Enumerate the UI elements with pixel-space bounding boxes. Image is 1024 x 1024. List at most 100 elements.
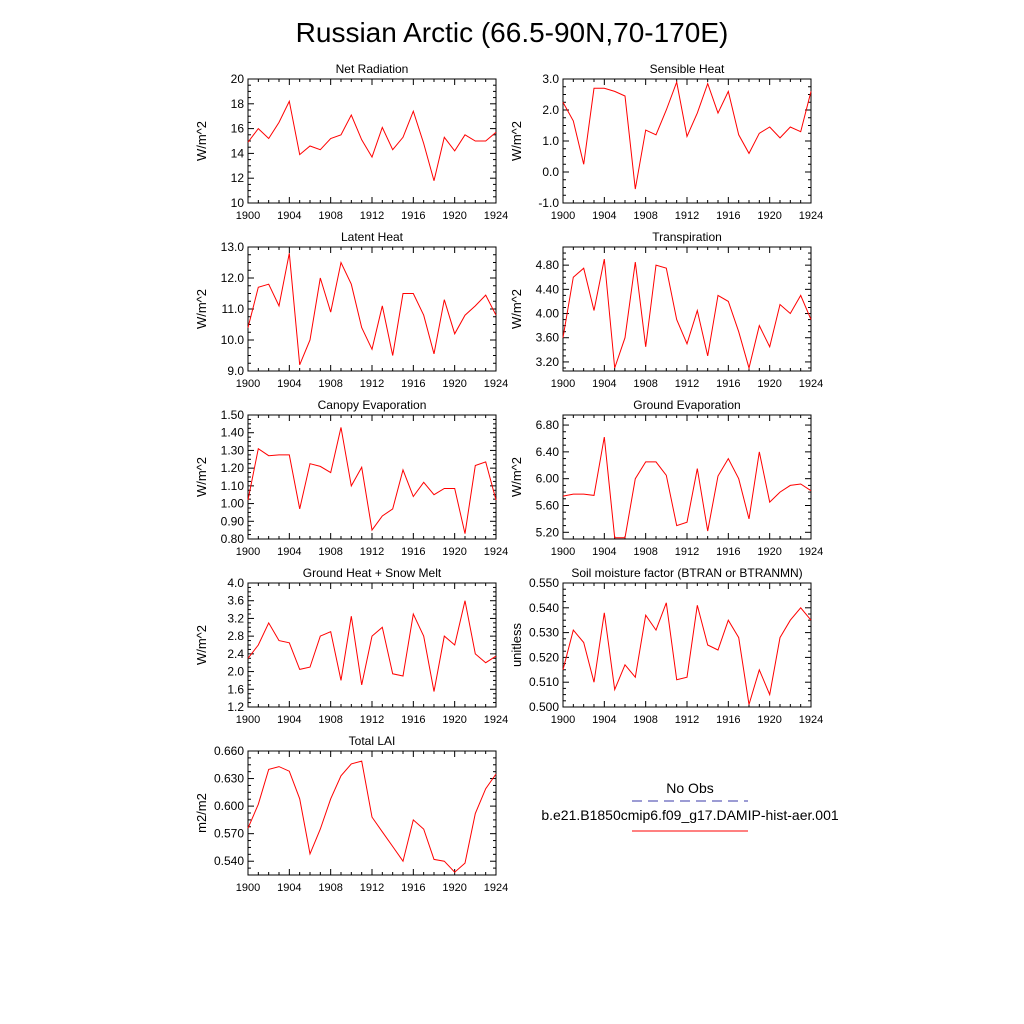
x-tick-label: 1916: [401, 378, 425, 390]
y-tick-label: 0.550: [529, 576, 559, 590]
panel-title: Soil moisture factor (BTRAN or BTRANMN): [571, 566, 802, 580]
y-tick-label: 0.90: [221, 514, 245, 528]
x-tick-label: 1924: [484, 210, 508, 222]
panel-frame: [562, 582, 812, 708]
x-tick-label: 1920: [442, 882, 466, 894]
panel-8: Total LAI m2/m2 1900 1904 1908 1912 1916 1920 19…: [194, 734, 508, 894]
x-tick-label: 1908: [633, 210, 657, 222]
series-line: [562, 437, 812, 539]
x-tick-label: 1924: [484, 546, 508, 558]
series-line: [562, 80, 812, 190]
y-tick-label: 0.600: [214, 799, 244, 813]
x-tick-label: 1900: [236, 378, 260, 390]
x-tick-label: 1912: [675, 378, 699, 390]
y-tick-label: 0.530: [529, 626, 559, 640]
x-tick-label: 1916: [716, 714, 740, 726]
panel-0: Net Radiation W/m^2 1900 1904 1908 1912 1916 19…: [194, 62, 508, 222]
x-tick-label: 1924: [799, 378, 823, 390]
x-tick-label: 1904: [592, 714, 616, 726]
series-line: [562, 259, 812, 370]
panel-title: Net Radiation: [336, 62, 409, 76]
y-tick-label: 6.00: [536, 472, 560, 486]
x-tick-label: 1920: [442, 210, 466, 222]
x-tick-label: 1920: [442, 714, 466, 726]
x-tick-label: 1924: [484, 882, 508, 894]
y-tick-label: 1.40: [221, 426, 245, 440]
y-tick-label: 5.60: [536, 498, 560, 512]
x-tick-label: 1912: [675, 210, 699, 222]
x-tick-label: 1924: [484, 714, 508, 726]
y-tick-label: 4.0: [227, 576, 244, 590]
y-tick-label: 11.0: [222, 302, 245, 316]
y-tick-label: -1.0: [538, 196, 559, 210]
x-tick-label: 1908: [318, 546, 342, 558]
legend-model-label: b.e21.B1850cmip6.f09_g17.DAMIP-hist-aer.…: [541, 807, 839, 823]
x-tick-label: 1920: [757, 378, 781, 390]
x-tick-label: 1904: [592, 210, 616, 222]
x-tick-label: 1912: [360, 882, 384, 894]
series-line: [247, 99, 497, 181]
y-tick-label: 13.0: [221, 240, 245, 254]
panel-title: Canopy Evaporation: [318, 398, 427, 412]
y-axis-label: W/m^2: [194, 625, 209, 665]
x-tick-label: 1912: [360, 546, 384, 558]
y-tick-label: 2.0: [542, 103, 559, 117]
series-line: [562, 602, 812, 705]
x-tick-label: 1916: [401, 714, 425, 726]
x-tick-label: 1920: [442, 378, 466, 390]
y-tick-label: 1.2: [227, 700, 244, 714]
figure-title: Russian Arctic (66.5-90N,70-170E): [296, 17, 729, 48]
y-tick-label: 3.0: [542, 72, 559, 86]
x-tick-label: 1900: [551, 210, 575, 222]
y-tick-label: 4.80: [536, 258, 560, 272]
y-tick-label: 12.0: [221, 271, 245, 285]
series-line: [247, 253, 497, 365]
y-tick-label: 3.6: [227, 594, 244, 608]
y-tick-label: 2.4: [227, 647, 244, 661]
x-tick-label: 1908: [318, 210, 342, 222]
x-tick-label: 1916: [716, 210, 740, 222]
y-tick-label: 1.10: [221, 479, 245, 493]
x-tick-label: 1916: [716, 546, 740, 558]
x-tick-label: 1920: [757, 714, 781, 726]
y-tick-label: 0.500: [529, 700, 559, 714]
y-axis-label: m2/m2: [194, 793, 209, 833]
x-tick-label: 1900: [551, 714, 575, 726]
y-tick-label: 0.0: [542, 165, 559, 179]
panel-3: Transpiration W/m^2 1900 1904 1908 1912 1916 19…: [509, 230, 823, 390]
x-tick-label: 1908: [633, 714, 657, 726]
panel-frame: [562, 246, 812, 372]
y-tick-label: 14: [231, 146, 245, 160]
y-tick-label: 0.520: [529, 650, 559, 664]
series-line: [247, 600, 497, 692]
y-tick-label: 12: [231, 171, 245, 185]
series-line: [247, 760, 497, 873]
y-tick-label: 4.00: [536, 307, 560, 321]
panel-6: Ground Heat + Snow Melt W/m^2 1900 1904 1908…: [194, 566, 508, 726]
y-tick-label: 20: [231, 72, 245, 86]
x-tick-label: 1912: [675, 714, 699, 726]
x-tick-label: 1916: [716, 378, 740, 390]
legend-obs-label: No Obs: [666, 780, 713, 796]
panel-title: Ground Evaporation: [633, 398, 740, 412]
y-tick-label: 1.00: [221, 497, 245, 511]
x-tick-label: 1924: [484, 378, 508, 390]
y-axis-label: W/m^2: [509, 457, 524, 497]
y-tick-label: 1.20: [221, 461, 245, 475]
panel-title: Total LAI: [349, 734, 396, 748]
x-tick-label: 1916: [401, 546, 425, 558]
y-tick-label: 10.0: [221, 333, 245, 347]
panel-frame: [247, 78, 497, 204]
x-tick-label: 1904: [277, 714, 301, 726]
y-tick-label: 3.60: [536, 331, 560, 345]
x-tick-label: 1900: [236, 882, 260, 894]
x-tick-label: 1900: [236, 714, 260, 726]
y-tick-label: 0.660: [214, 744, 244, 758]
panel-title: Ground Heat + Snow Melt: [303, 566, 442, 580]
y-tick-label: 2.8: [227, 629, 244, 643]
y-tick-label: 0.630: [214, 772, 244, 786]
panel-1: Sensible Heat W/m^2 1900 1904 1908 1912 1916 19…: [509, 62, 823, 222]
panel-frame: [247, 414, 497, 540]
y-tick-label: 1.6: [227, 682, 244, 696]
